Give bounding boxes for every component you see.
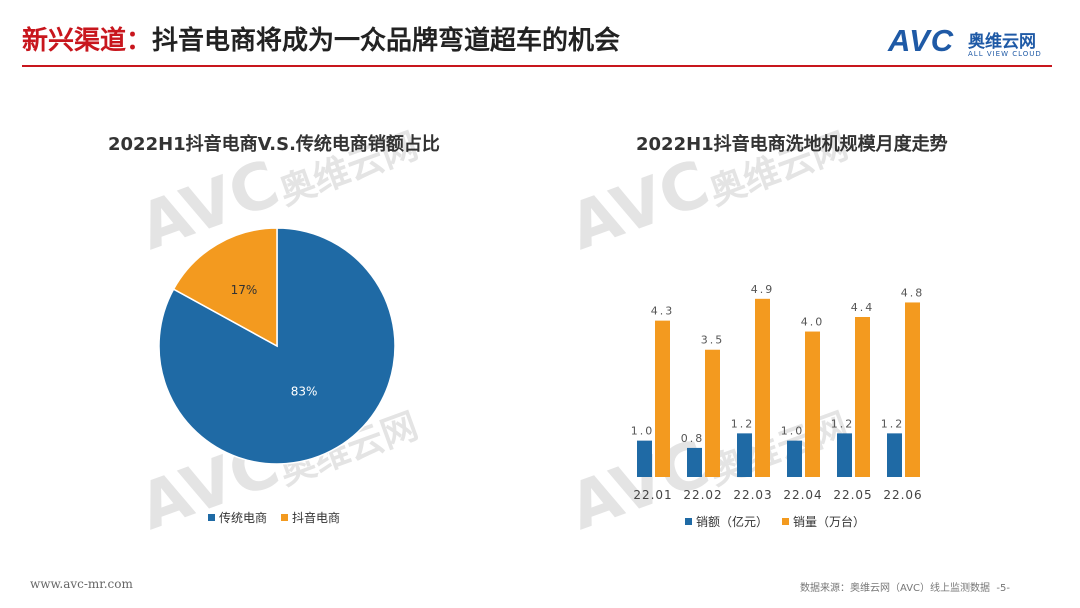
bar-chart: 1.0 4.3 22.01 0.8 3.5 22.02 1.2 4.9 22.03 1.0 4.0 2… (631, 283, 925, 502)
x-tick-label: 22.04 (783, 488, 822, 502)
bar-value-label: 4.9 (751, 283, 775, 296)
legend-swatch-orange (281, 514, 289, 521)
pie-chart-title: 2022H1抖音电商V.S.传统电商销额占比 (108, 134, 440, 155)
bar-value-label: 1.2 (731, 417, 755, 430)
bar-value-label: 4.0 (801, 316, 825, 329)
pie-legend-item-traditional: 传统电商 (208, 509, 267, 526)
x-tick-label: 22.03 (733, 488, 772, 502)
title-rest: 抖音电商将成为一众品牌弯道超车的机会 (152, 26, 621, 56)
bar-value-label: 1.2 (831, 417, 855, 430)
bar-legend-item-volume: 销量（万台） (782, 513, 865, 530)
bar-volume (655, 320, 670, 477)
bar-volume (705, 349, 720, 477)
pie-legend: 传统电商 抖音电商 (208, 509, 354, 526)
bar-legend-item-sales: 销额（亿元） (685, 513, 768, 530)
pie-chart: 83% 17% (158, 227, 396, 465)
bar-sales (787, 440, 802, 477)
bar-legend-label: 销额（亿元） (696, 515, 769, 529)
logo-mark: AVC (888, 23, 955, 58)
logo-en: ALL VIEW CLOUD (968, 50, 1042, 58)
bar-volume (755, 298, 770, 477)
bar-volume (855, 317, 870, 477)
page-number: -5- (996, 583, 1010, 594)
title-prefix: 新兴渠道： (22, 26, 153, 56)
bar-chart-title: 2022H1抖音电商洗地机规模月度走势 (636, 134, 948, 155)
pie-legend-item-douyin: 抖音电商 (281, 509, 340, 526)
pie-legend-label: 抖音电商 (292, 511, 341, 525)
bar-value-label: 1.2 (881, 417, 905, 430)
bar-value-label: 0.8 (681, 432, 705, 445)
website: www.avc-mr.com (30, 577, 133, 591)
bar-legend-label: 销量（万台） (793, 515, 866, 529)
bar-sales (837, 433, 852, 477)
avc-logo: AVC 奥维云网 ALL VIEW CLOUD (888, 23, 1058, 63)
pie-legend-label: 传统电商 (219, 511, 268, 525)
legend-swatch-blue (208, 514, 215, 521)
pie-slice-label: 83% (291, 385, 318, 399)
x-tick-label: 22.01 (633, 488, 672, 502)
header-rule (22, 65, 1052, 67)
logo-cn: 奥维云网 (968, 32, 1036, 52)
bar-volume (805, 331, 820, 477)
bar-value-label: 4.8 (901, 286, 925, 299)
x-tick-label: 22.02 (683, 488, 722, 502)
svg-text:AVC: AVC (560, 147, 718, 265)
x-tick-label: 22.06 (883, 488, 922, 502)
pie-slice-1 (172, 227, 278, 348)
footer-source: 数据来源：奥维云网（AVC）线上监测数据 -5- (800, 579, 1010, 594)
data-source: 数据来源：奥维云网（AVC）线上监测数据 (800, 583, 991, 594)
bar-value-label: 4.4 (851, 301, 875, 314)
pie-slice-label: 17% (231, 283, 258, 297)
legend-swatch-blue (685, 518, 692, 525)
x-tick-label: 22.05 (833, 488, 872, 502)
bar-sales (637, 440, 652, 477)
bar-volume (905, 302, 920, 477)
bar-value-label: 1.0 (631, 425, 655, 438)
bar-value-label: 1.0 (781, 425, 805, 438)
bar-sales (687, 447, 702, 477)
bar-legend: 销额（亿元） 销量（万台） (685, 513, 879, 530)
legend-swatch-orange (782, 518, 790, 525)
bar-value-label: 4.3 (651, 305, 675, 318)
bar-sales (737, 433, 752, 477)
bar-sales (887, 433, 902, 477)
bar-value-label: 3.5 (701, 334, 725, 347)
page-title: 新兴渠道：抖音电商将成为一众品牌弯道超车的机会 (22, 20, 620, 57)
